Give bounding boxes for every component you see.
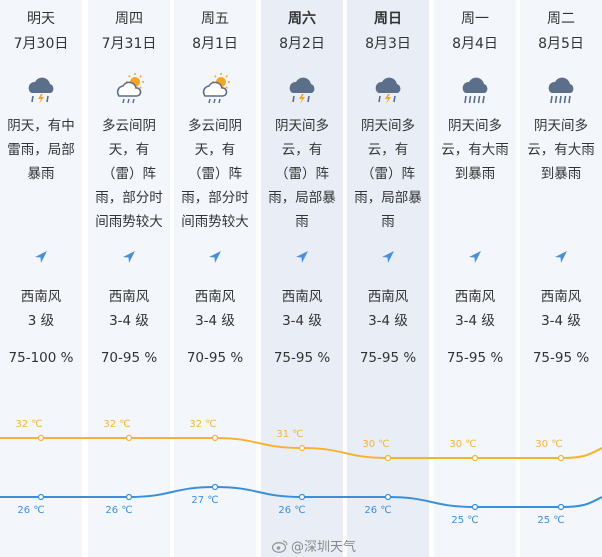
high-temp-label: 30 ℃ <box>535 439 562 450</box>
wind-level: 3-4 级 <box>109 313 149 329</box>
day-weekday: 周二 <box>547 11 575 27</box>
high-temp-label: 32 ℃ <box>189 419 216 430</box>
wind-direction: 西南风 <box>281 289 323 305</box>
day-weekday: 周六 <box>288 11 316 27</box>
high-temp-point <box>471 454 479 462</box>
thunderstorm-heavy-rain-icon <box>24 72 58 106</box>
humidity: 70-95 % <box>100 350 158 366</box>
wind-direction: 西南风 <box>454 289 496 305</box>
watermark-text: @深圳天气 <box>291 540 357 555</box>
heavy-rain-icon <box>458 72 492 106</box>
wind-level: 3-4 级 <box>455 313 495 329</box>
high-temp-label: 30 ℃ <box>362 439 389 450</box>
low-temp-point <box>298 493 306 501</box>
high-temp-label: 32 ℃ <box>103 419 130 430</box>
low-temp-label: 26 ℃ <box>364 505 391 516</box>
day-weekday: 明天 <box>27 11 55 27</box>
wind-level: 3 级 <box>27 313 55 329</box>
low-temp-point <box>471 503 479 511</box>
high-temp-point <box>37 434 45 442</box>
wind-direction-arrow-icon <box>207 249 223 265</box>
wind-direction-arrow-icon <box>553 249 569 265</box>
low-temp-point <box>37 493 45 501</box>
day-column: 周二 8月5日阴天间多云，有大雨到暴雨西南风 3-4 级 75-95 % <box>520 0 602 557</box>
low-temp-point <box>125 493 133 501</box>
day-date: 8月3日 <box>365 36 411 52</box>
day-date: 8月4日 <box>452 36 498 52</box>
weather-description: 阴天间多云，有（雷）阵雨，局部暴雨 <box>354 118 422 230</box>
temperature-chart: 32 ℃ 32 ℃ 32 ℃ 31 ℃ 30 ℃ 30 ℃ 30 ℃ 26 ℃ 26 ℃ 27 ℃… <box>0 419 602 526</box>
day-column: 周四 7月31日多云间阴天，有（雷）阵雨，部分时间雨势较大西南风 3-4 级 70-9… <box>88 0 170 557</box>
day-column: 周一 8月4日阴天间多云，有大雨到暴雨西南风 3-4 级 75-95 % <box>434 0 516 557</box>
day-column: 周五 8月1日多云间阴天，有（雷）阵雨，部分时间雨势较大西南风 3-4 级 70-95… <box>174 0 256 557</box>
humidity: 75-95 % <box>359 350 417 366</box>
humidity: 75-95 % <box>446 350 504 366</box>
wind-direction-arrow-icon <box>33 249 49 265</box>
low-temp-label: 25 ℃ <box>451 515 478 526</box>
weibo-logo-icon <box>272 539 288 553</box>
wind-direction-arrow-icon <box>294 249 310 265</box>
day-date: 8月5日 <box>538 36 584 52</box>
weather-description: 阴天间多云，有大雨到暴雨 <box>527 118 595 182</box>
high-temp-label: 30 ℃ <box>449 439 476 450</box>
high-temp-point <box>125 434 133 442</box>
wind-level: 3-4 级 <box>195 313 235 329</box>
wind-direction: 西南风 <box>367 289 409 305</box>
low-temp-point <box>384 493 392 501</box>
cloudy-rain-sun-icon <box>198 72 232 106</box>
low-temp-point <box>211 483 219 491</box>
wind-direction: 西南风 <box>108 289 150 305</box>
thunderstorm-heavy-rain-icon <box>371 72 405 106</box>
low-temp-label: 26 ℃ <box>17 505 44 516</box>
humidity: 75-95 % <box>273 350 331 366</box>
weather-description: 多云间阴天，有（雷）阵雨，部分时间雨势较大 <box>95 118 163 230</box>
day-weekday: 周四 <box>115 11 143 27</box>
weather-description: 多云间阴天，有（雷）阵雨，部分时间雨势较大 <box>181 118 249 230</box>
wind-level: 3-4 级 <box>368 313 408 329</box>
low-temp-label: 25 ℃ <box>537 515 564 526</box>
weather-description: 阴天间多云，有大雨到暴雨 <box>441 118 509 182</box>
wind-direction-arrow-icon <box>121 249 137 265</box>
wind-direction-arrow-icon <box>380 249 396 265</box>
day-date: 8月1日 <box>192 36 238 52</box>
wind-level: 3-4 级 <box>282 313 322 329</box>
low-temp-label: 27 ℃ <box>191 495 218 506</box>
wind-direction-arrow-icon <box>467 249 483 265</box>
day-date: 8月2日 <box>279 36 325 52</box>
cloudy-rain-sun-icon <box>112 72 146 106</box>
day-column: 周日 8月3日阴天间多云，有（雷）阵雨，局部暴雨西南风 3-4 级 75-95 % <box>347 0 429 557</box>
high-temp-point <box>384 454 392 462</box>
high-temp-label: 31 ℃ <box>276 429 303 440</box>
day-column: 明天 7月30日阴天，有中雷雨，局部暴雨西南风 3 级 75-100 % <box>0 0 82 557</box>
wind-direction: 西南风 <box>20 289 62 305</box>
low-temp-label: 26 ℃ <box>105 505 132 516</box>
high-temp-point <box>211 434 219 442</box>
day-column: 周六 8月2日阴天间多云，有（雷）阵雨，局部暴雨西南风 3-4 级 75-95 % <box>261 0 343 557</box>
low-temp-label: 26 ℃ <box>278 505 305 516</box>
high-temp-label: 32 ℃ <box>15 419 42 430</box>
high-temp-point <box>557 454 565 462</box>
day-date: 7月30日 <box>13 36 69 52</box>
low-temp-point <box>557 503 565 511</box>
weibo-watermark: @深圳天气 <box>272 536 356 555</box>
high-temp-point <box>298 444 306 452</box>
wind-direction: 西南风 <box>540 289 582 305</box>
heavy-rain-icon <box>544 72 578 106</box>
wind-direction: 西南风 <box>194 289 236 305</box>
wind-level: 3-4 级 <box>541 313 581 329</box>
humidity: 75-100 % <box>8 350 74 366</box>
weather-description: 阴天间多云，有（雷）阵雨，局部暴雨 <box>268 118 336 230</box>
day-weekday: 周日 <box>374 11 402 27</box>
day-weekday: 周五 <box>201 11 229 27</box>
weather-description: 阴天，有中雷雨，局部暴雨 <box>7 118 75 182</box>
humidity: 70-95 % <box>186 350 244 366</box>
day-date: 7月31日 <box>101 36 157 52</box>
humidity: 75-95 % <box>532 350 590 366</box>
thunderstorm-heavy-rain-icon <box>285 72 319 106</box>
day-weekday: 周一 <box>461 11 489 27</box>
